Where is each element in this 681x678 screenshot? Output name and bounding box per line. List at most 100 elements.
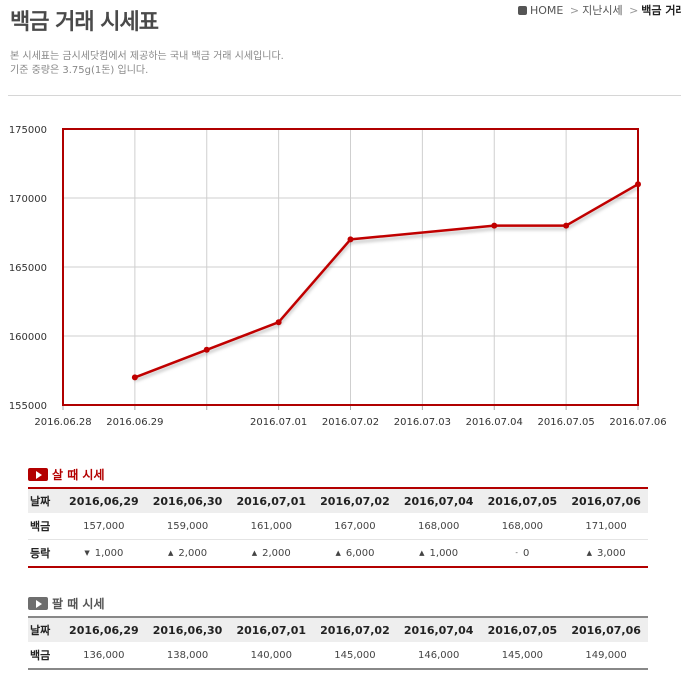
header-date: 2016,07,01: [229, 488, 314, 513]
table-header-row: 날짜 2016,06,29 2016,06,30 2016,07,01 2016…: [28, 617, 648, 642]
y-tick-label: 165000: [9, 263, 47, 274]
price-cell: 145,000: [313, 642, 397, 670]
x-tick-label: 2016.07.03: [394, 417, 451, 428]
breadcrumb-separator: >: [569, 4, 580, 17]
change-value: 2,000: [262, 547, 291, 559]
up-arrow-icon: ▲: [335, 548, 341, 557]
header-date: 2016,07,05: [480, 617, 565, 642]
price-cell: 145,000: [480, 642, 565, 670]
change-cell: ▲ 2,000: [229, 539, 314, 568]
data-point[interactable]: [491, 222, 498, 229]
x-tick-label: 2016.07.01: [250, 417, 307, 428]
change-value: 0: [522, 547, 530, 559]
breadcrumb: HOME >지난시세 >백금 거래 시세: [518, 2, 681, 18]
x-tick-label: 2016.07.05: [537, 417, 594, 428]
table-row: 등락 ▼ 1,000 ▲ 2,000 ▲ 2,000 ▲ 6,000 ▲ 1,000 -0 ▲ 3,00…: [28, 539, 648, 568]
y-tick-label: 170000: [9, 194, 47, 205]
up-arrow-icon: ▲: [419, 548, 425, 557]
breadcrumb-past-prices[interactable]: 지난시세: [582, 4, 623, 17]
up-arrow-icon: ▲: [168, 548, 174, 557]
home-icon: [518, 6, 527, 15]
data-point[interactable]: [275, 319, 282, 326]
header-date: 2016,07,02: [313, 488, 397, 513]
row-label: 백금: [28, 642, 62, 670]
change-value: 1,000: [429, 547, 459, 559]
header-date: 2016,07,05: [480, 488, 565, 513]
header-date: 2016,06,30: [145, 488, 230, 513]
change-cell: ▲ 2,000: [145, 539, 230, 568]
y-tick-label: 155000: [9, 401, 47, 412]
price-series-line: [134, 183, 639, 379]
buy-section-heading: 살 때 시세: [28, 466, 105, 483]
change-cell: ▲ 6,000: [313, 539, 397, 568]
page-description: 본 시세표는 금시세닷컴에서 제공하는 국내 백금 거래 시세입니다. 기준 중…: [10, 50, 284, 78]
table-header-row: 날짜 2016,06,29 2016,06,30 2016,07,01 2016…: [28, 488, 648, 513]
header-date: 2016,07,06: [564, 488, 648, 513]
change-cell: ▼ 1,000: [62, 539, 146, 568]
price-cell: 167,000: [313, 513, 397, 540]
header-date: 2016,07,02: [313, 617, 397, 642]
change-value: 2,000: [178, 547, 208, 559]
y-tick-label: 175000: [9, 125, 47, 136]
sell-price-table: 날짜 2016,06,29 2016,06,30 2016,07,01 2016…: [28, 616, 648, 670]
price-cell: 136,000: [62, 642, 146, 670]
down-arrow-icon: ▼: [84, 548, 90, 557]
x-tick-label: 2016.07.02: [322, 417, 379, 428]
sell-section-heading: 팔 때 시세: [28, 595, 105, 612]
divider: [8, 95, 681, 96]
header-date: 2016,07,01: [229, 617, 314, 642]
price-cell: 146,000: [396, 642, 481, 670]
table-row: 백금 136,000 138,000 140,000 145,000 146,0…: [28, 642, 648, 670]
data-point[interactable]: [563, 222, 570, 229]
x-tick-label: 2016.07.04: [466, 417, 523, 428]
y-tick-label: 160000: [9, 332, 47, 343]
price-line-chart: 155000 160000 165000 170000 175000 2016.06.28…: [9, 125, 667, 428]
buy-heading-text: 살 때 시세: [52, 468, 105, 482]
price-cell: 140,000: [229, 642, 314, 670]
x-tick-label: 2016.07.06: [609, 417, 666, 428]
sell-heading-text: 팔 때 시세: [52, 597, 105, 611]
row-label: 등락: [28, 539, 62, 568]
data-point[interactable]: [131, 374, 138, 381]
x-tick-label: 2016.06.28: [34, 417, 91, 428]
price-cell: 168,000: [396, 513, 481, 540]
change-cell: -0: [480, 539, 565, 568]
up-arrow-icon: ▲: [586, 548, 592, 557]
data-point[interactable]: [347, 236, 354, 243]
up-arrow-icon: ▲: [251, 548, 258, 557]
change-value: 3,000: [596, 547, 626, 559]
breadcrumb-home[interactable]: HOME: [530, 4, 564, 17]
price-cell: 157,000: [62, 513, 146, 540]
header-date-label: 날짜: [28, 488, 62, 513]
description-line: 본 시세표는 금시세닷컴에서 제공하는 국내 백금 거래 시세입니다.: [10, 51, 284, 62]
header-date: 2016,07,06: [564, 617, 648, 642]
header-date: 2016,06,29: [62, 617, 146, 642]
breadcrumb-current: 백금 거래 시세: [641, 4, 681, 17]
price-cell: 138,000: [145, 642, 230, 670]
price-cell: 159,000: [145, 513, 230, 540]
change-cell: ▲ 1,000: [396, 539, 481, 568]
play-icon: [28, 468, 48, 481]
flat-dash-icon: -: [515, 548, 518, 557]
plot-area-border: [62, 128, 639, 406]
change-value: 1,000: [94, 547, 124, 559]
buy-price-table: 날짜 2016,06,29 2016,06,30 2016,07,01 2016…: [28, 487, 648, 568]
price-cell: 171,000: [564, 513, 648, 540]
header-date-label: 날짜: [28, 617, 62, 642]
header-date: 2016,07,04: [396, 488, 481, 513]
row-label: 백금: [28, 513, 62, 540]
breadcrumb-separator: >: [629, 4, 639, 17]
change-cell: ▲ 3,000: [564, 539, 648, 568]
change-value: 6,000: [345, 547, 375, 559]
description-line: 기준 중량은 3.75g(1돈) 입니다.: [10, 65, 149, 76]
header-date: 2016,06,29: [62, 488, 146, 513]
header-date: 2016,06,30: [145, 617, 230, 642]
data-point[interactable]: [203, 346, 210, 353]
price-cell: 168,000: [480, 513, 565, 540]
price-cell: 161,000: [229, 513, 314, 540]
header-date: 2016,07,04: [396, 617, 481, 642]
data-point[interactable]: [635, 181, 641, 188]
page-title: 백금 거래 시세표: [10, 10, 159, 35]
price-cell: 149,000: [564, 642, 648, 670]
table-row: 백금 157,000 159,000 161,000 167,000 168,0…: [28, 513, 648, 540]
